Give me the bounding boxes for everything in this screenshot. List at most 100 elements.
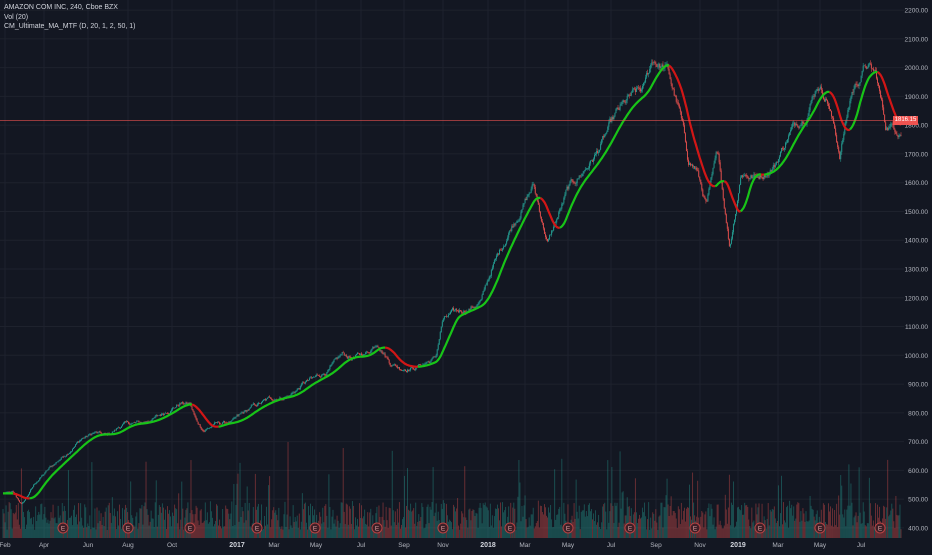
legend-indicator-line[interactable]: CM_Ultimate_MA_MTF (D, 20, 1, 2, 50, 1) (4, 22, 135, 32)
volume-bar (166, 529, 167, 538)
volume-bar (557, 514, 558, 538)
volume-bar (705, 511, 706, 538)
volume-bar (735, 526, 736, 538)
volume-bar (335, 519, 336, 538)
candle-body (603, 136, 604, 137)
y-tick-label: 900.00 (908, 382, 928, 389)
candle-body (810, 104, 811, 110)
earnings-marker[interactable]: E (252, 523, 262, 533)
earnings-marker[interactable]: E (875, 523, 885, 533)
candle-body (197, 419, 198, 421)
volume-bar (330, 529, 331, 538)
candle-body (508, 233, 509, 237)
candle-body (305, 382, 306, 383)
volume-bar (493, 528, 494, 538)
earnings-marker[interactable]: E (123, 523, 133, 533)
candle-body (852, 92, 853, 93)
earnings-marker[interactable]: E (755, 523, 765, 533)
legend-symbol-line[interactable]: AMAZON COM INC, 240, Cboe BZX (4, 3, 135, 13)
candle-body (873, 69, 874, 71)
volume-bar (553, 527, 554, 538)
candle-body (403, 370, 404, 371)
volume-bar (363, 516, 364, 538)
volume-bar (34, 530, 35, 538)
earnings-marker[interactable]: E (310, 523, 320, 533)
volume-bar (883, 506, 884, 538)
candle-body (261, 402, 262, 404)
volume-bar (740, 510, 741, 538)
volume-bar (408, 510, 409, 538)
earnings-marker[interactable]: E (58, 523, 68, 533)
volume-bar (519, 483, 520, 538)
earnings-marker[interactable]: E (815, 523, 825, 533)
candle-body (76, 443, 77, 444)
candle-body (178, 405, 179, 406)
candle-body (615, 109, 616, 113)
volume-bar (386, 507, 387, 538)
candle-body (54, 464, 55, 465)
volume-bar (717, 505, 718, 538)
volume-bar (616, 506, 617, 538)
volume-bar (753, 521, 754, 538)
volume-bar (858, 516, 859, 538)
candle-body (121, 426, 122, 428)
earnings-marker[interactable]: E (563, 523, 573, 533)
legend-volume-line[interactable]: Vol (20) (4, 13, 135, 23)
volume-bar (72, 525, 73, 538)
volume-bar (180, 520, 181, 538)
candle-body (214, 423, 215, 425)
volume-bar (345, 524, 346, 538)
candle-body (382, 350, 383, 353)
volume-bar (23, 512, 24, 538)
volume-bar (220, 526, 221, 538)
volume-bar (895, 496, 896, 538)
candle-body (43, 474, 44, 475)
candle-body (242, 412, 243, 413)
earnings-marker[interactable]: E (690, 523, 700, 533)
earnings-marker[interactable]: E (625, 523, 635, 533)
candle-body (424, 364, 425, 365)
volume-bar (800, 511, 801, 538)
candle-body (848, 107, 849, 110)
volume-bar (671, 496, 672, 538)
volume-bar (232, 526, 233, 538)
earnings-marker[interactable]: E (438, 523, 448, 533)
candle-body (832, 116, 833, 117)
candle-body (723, 189, 724, 199)
volume-bar (37, 515, 38, 538)
candle-body (687, 151, 688, 160)
candle-body (521, 209, 522, 212)
candle-body (584, 170, 585, 171)
volume-bar (561, 459, 562, 538)
volume-bar (875, 503, 876, 538)
volume-bar (58, 506, 59, 538)
candle-body (442, 322, 443, 327)
candle-body (742, 175, 743, 176)
volume-bar (107, 530, 108, 538)
earnings-marker[interactable]: E (372, 523, 382, 533)
volume-bar (424, 528, 425, 538)
candle-body (739, 185, 740, 193)
candle-body (740, 178, 741, 185)
candle-body (503, 247, 504, 249)
volume-bar (595, 510, 596, 538)
candle-body (659, 64, 660, 68)
volume-bar (782, 524, 783, 538)
candle-body (434, 357, 435, 358)
volume-bar (515, 530, 516, 538)
volume-bar (165, 510, 166, 538)
earnings-marker[interactable]: E (185, 523, 195, 533)
volume-bar (641, 518, 642, 538)
candle-body (495, 259, 496, 260)
candle-body (46, 470, 47, 471)
volume-bar (894, 528, 895, 538)
candle-body (158, 415, 159, 416)
earnings-marker[interactable]: E (505, 523, 515, 533)
volume-bar (483, 503, 484, 538)
candle-body (167, 413, 168, 414)
volume-bar (99, 511, 100, 538)
candle-body (890, 124, 891, 127)
candle-body (130, 424, 131, 425)
